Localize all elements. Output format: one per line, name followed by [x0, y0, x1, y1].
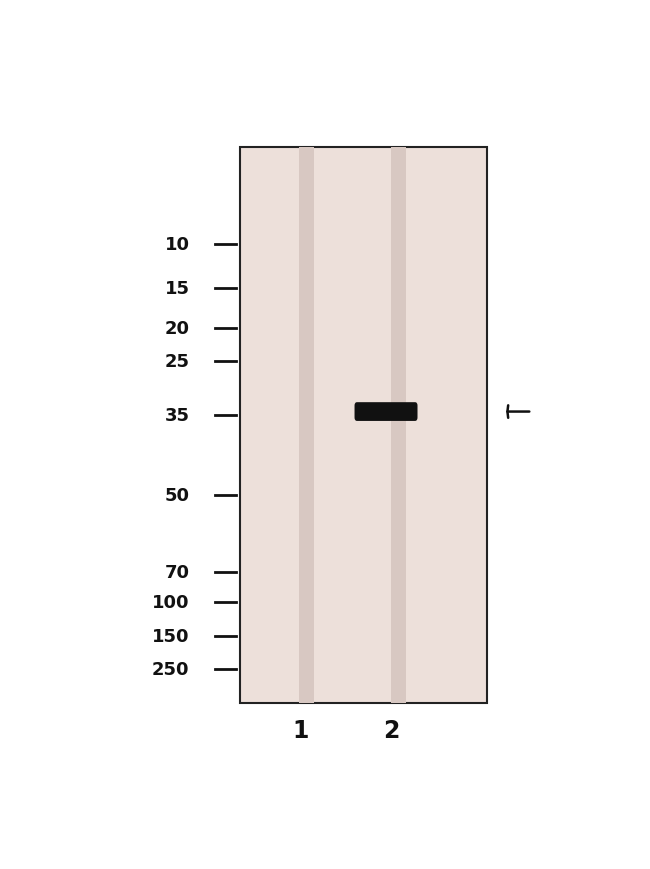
Text: 1: 1	[292, 718, 309, 742]
Bar	[300, 148, 315, 703]
Text: 70: 70	[164, 564, 190, 581]
Text: 250: 250	[152, 660, 190, 679]
Bar	[240, 148, 487, 703]
Text: 150: 150	[152, 627, 190, 645]
Text: 25: 25	[164, 353, 190, 371]
FancyBboxPatch shape	[354, 402, 417, 421]
Text: 100: 100	[152, 594, 190, 612]
Text: 35: 35	[164, 407, 190, 424]
Text: 2: 2	[383, 718, 399, 742]
Bar	[391, 148, 406, 703]
Text: 50: 50	[164, 487, 190, 505]
Text: 20: 20	[164, 320, 190, 337]
Text: 15: 15	[164, 279, 190, 297]
Text: 10: 10	[164, 235, 190, 254]
